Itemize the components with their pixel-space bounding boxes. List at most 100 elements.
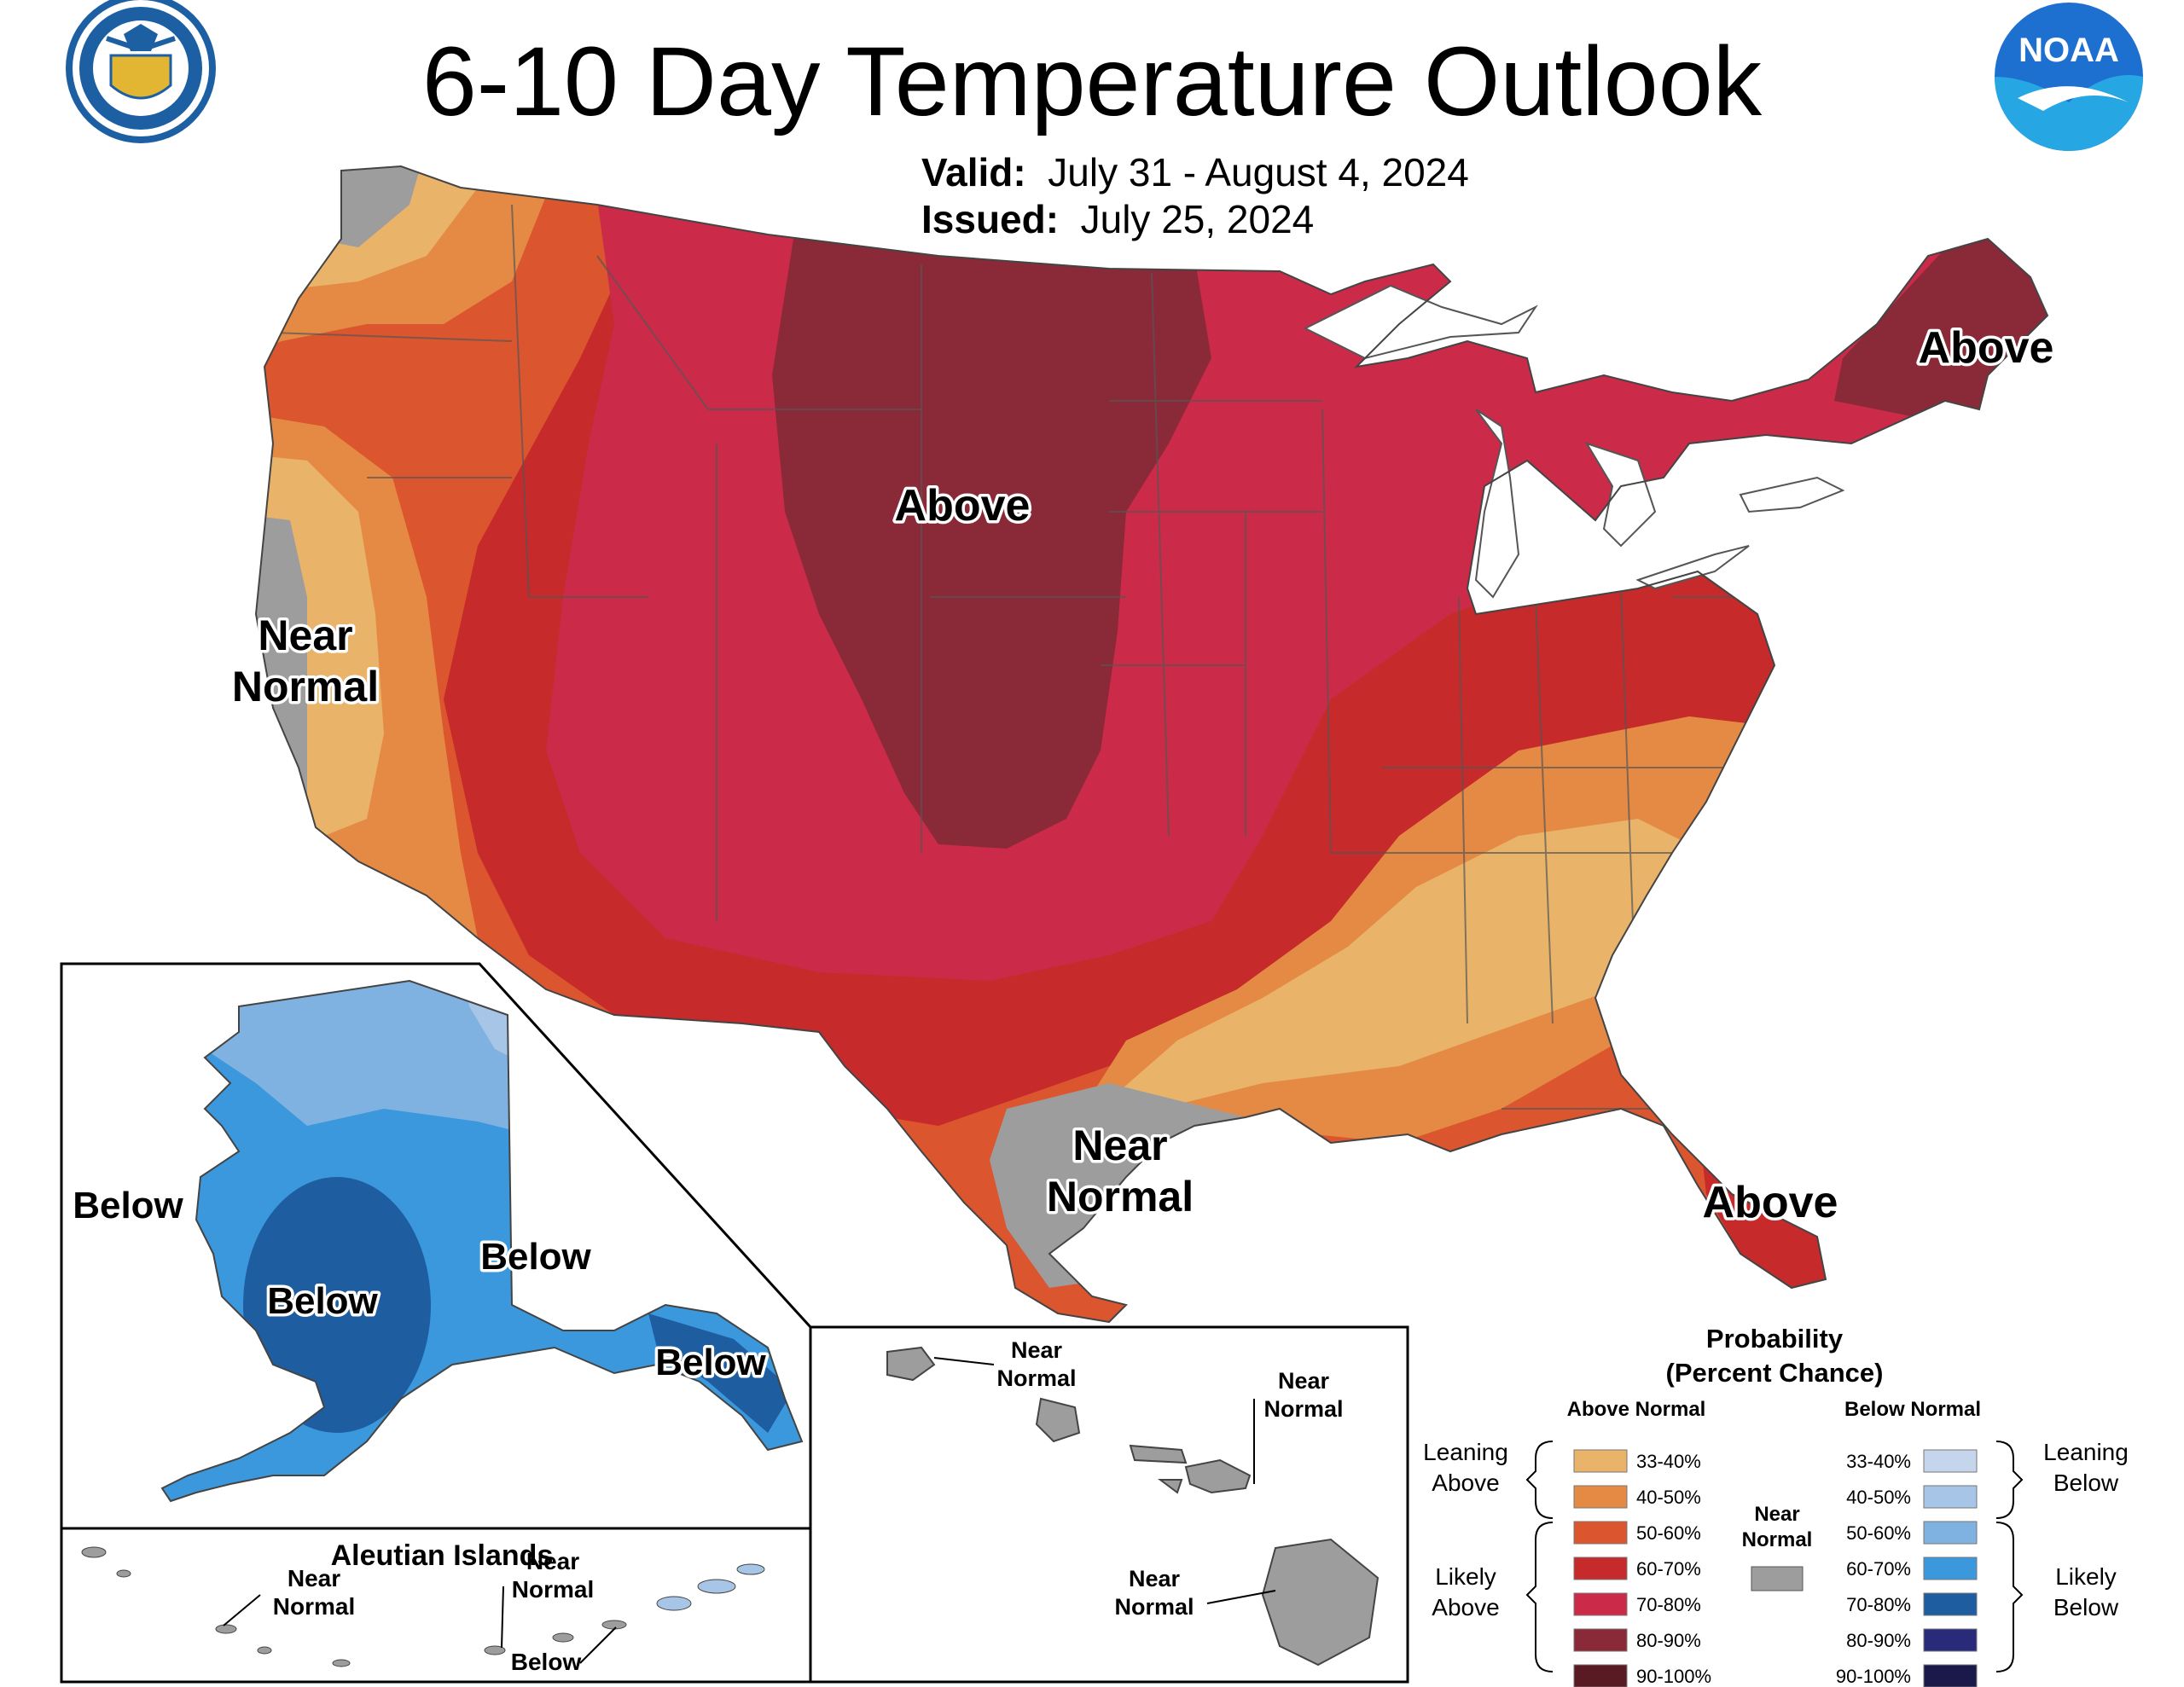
molokai-shape [1129, 1444, 1188, 1464]
valid-line: Valid: July 31 - August 4, 2024 [921, 149, 1469, 195]
legend-likely-above-1: Likely [1435, 1563, 1496, 1590]
ak-zone-below-50-60 [205, 981, 529, 1134]
zone-above-80-90 [772, 239, 1211, 849]
ak-zone-below-70-80-panhandle [648, 1313, 793, 1433]
issued-line: Issued: July 25, 2024 [921, 196, 1314, 242]
state-boundaries [272, 204, 1809, 1110]
legend-above-range-label-5: 80-90% [1636, 1630, 1701, 1651]
label-above-northeast: Above [1919, 323, 2054, 373]
legend-leaning-above-2: Above [1432, 1470, 1499, 1496]
valid-dates: July 31 - August 4, 2024 [1048, 150, 1469, 194]
legend-below-swatch-1 [1923, 1485, 1978, 1509]
legend-below-swatch-6 [1923, 1664, 1978, 1687]
lake-ontario [1739, 476, 1845, 513]
page-title: 6-10 Day Temperature Outlook [421, 27, 1763, 136]
legend-above-rows: 33-40% 40-50% 50-60% 60-70% 70-80% 80-90% 90-1… [1573, 1449, 1711, 1687]
lake-huron [1584, 442, 1657, 548]
big-island-shape [1261, 1538, 1380, 1667]
maui-shape [1184, 1458, 1252, 1494]
ak-label-below-interior: Below [267, 1280, 378, 1322]
hawaii-label-kauai-2: Normal [996, 1365, 1076, 1391]
commerce-seal-logo [66, 0, 216, 143]
legend-above-range-label-6: 90-100% [1636, 1666, 1711, 1687]
legend-leaning-below-1: Leaning [2043, 1439, 2129, 1465]
legend-above-swatch-5 [1573, 1628, 1628, 1652]
oahu-shape [1035, 1397, 1081, 1443]
legend-below-range-label-6: 90-100% [1836, 1666, 1911, 1687]
legend-above-range-label-4: 70-80% [1636, 1594, 1701, 1615]
lake-erie [1635, 545, 1750, 590]
hawaii-label-big-island-1: Near [1129, 1566, 1181, 1591]
legend: Probability (Percent Chance) Above Norma… [1423, 1324, 2129, 1687]
legend-above-range-label-0: 33-40% [1636, 1451, 1701, 1472]
hawaii-islands-shapes [886, 1346, 1380, 1667]
legend-braces [1525, 1441, 2024, 1673]
hawaii-label-kauai-1: Near [1011, 1337, 1063, 1363]
label-above-northern-plains: Above [895, 481, 1031, 530]
legend-above-swatch-3 [1573, 1557, 1628, 1580]
valid-label: Valid: [921, 150, 1026, 194]
legend-likely-below-2: Below [2053, 1594, 2119, 1620]
legend-above-swatch-1 [1573, 1485, 1628, 1509]
label-near-normal-texas-2: Normal [1047, 1173, 1194, 1220]
label-near-normal-california-2: Normal [232, 663, 379, 710]
lanai-shape [1158, 1479, 1183, 1494]
legend-leaning-above-1: Leaning [1423, 1439, 1508, 1465]
legend-title-2: (Percent Chance) [1666, 1358, 1884, 1388]
legend-below-range-label-5: 80-90% [1846, 1630, 1911, 1651]
legend-below-range-label-4: 70-80% [1846, 1594, 1911, 1615]
legend-below-range-label-3: 60-70% [1846, 1558, 1911, 1580]
legend-below-swatch-3 [1923, 1557, 1978, 1580]
legend-above-header: Above Normal [1567, 1398, 1706, 1421]
legend-near-normal-1: Near [1754, 1503, 1799, 1526]
legend-leaning-below-2: Below [2053, 1470, 2119, 1496]
legend-above-range-label-3: 60-70% [1636, 1558, 1701, 1580]
legend-above-swatch-0 [1573, 1449, 1628, 1473]
aleutian-label-near-normal-1b: Normal [273, 1593, 355, 1620]
legend-below-header: Below Normal [1844, 1398, 1981, 1421]
hawaii-label-maui-1: Near [1278, 1368, 1330, 1394]
aleutian-label-below: Below [511, 1649, 582, 1675]
lake-michigan [1474, 409, 1520, 599]
alaska-outline [160, 979, 804, 1503]
ak-zone-below-70-80-west [243, 1177, 431, 1433]
legend-likely-above-2: Above [1432, 1594, 1499, 1620]
legend-likely-below-1: Likely [2055, 1563, 2117, 1590]
zone-above-80-90-northeast [1834, 222, 2048, 418]
legend-below-swatch-0 [1923, 1449, 1978, 1473]
zone-above-33-40-southeast [1109, 819, 1715, 1109]
kauai-shape [886, 1346, 936, 1382]
legend-below-swatch-5 [1923, 1628, 1978, 1652]
aleutian-label-near-normal-2a: Near [526, 1548, 579, 1574]
ak-label-below-panhandle: Below [655, 1342, 766, 1383]
legend-below-rows: 33-40% 40-50% 50-60% 60-70% 70-80% 80-90% 90-1… [1836, 1449, 1978, 1687]
aleutian-title: Aleutian Islands [331, 1539, 554, 1572]
legend-below-range-label-1: 40-50% [1846, 1487, 1911, 1508]
issued-label: Issued: [921, 197, 1060, 241]
legend-below-swatch-4 [1923, 1592, 1978, 1616]
legend-below-range-label-0: 33-40% [1846, 1451, 1911, 1472]
aleutian-islands-shapes [81, 1546, 627, 1667]
label-above-florida: Above [1703, 1178, 1838, 1227]
aleutian-leader-lines [223, 1586, 617, 1664]
hawaii-label-big-island-2: Normal [1114, 1594, 1194, 1620]
ak-label-below-east: Below [480, 1236, 591, 1278]
noaa-logo: NOAA [1995, 3, 2143, 151]
noaa-logo-text: NOAA [2018, 32, 2119, 69]
ak-label-below-west: Below [73, 1185, 183, 1226]
lake-superior [1303, 284, 1538, 360]
aleutian-label-near-normal-2b: Normal [512, 1576, 594, 1603]
legend-title-1: Probability [1706, 1324, 1844, 1354]
hawaii-leader-lines [933, 1357, 1276, 1604]
legend-near-normal-2: Normal [1742, 1528, 1813, 1551]
legend-below-swatch-2 [1923, 1521, 1978, 1545]
aleutian-label-near-normal-1a: Near [288, 1565, 340, 1591]
legend-above-range-label-2: 50-60% [1636, 1522, 1701, 1544]
label-near-normal-texas-1: Near [1072, 1122, 1167, 1169]
hawaii-label-maui-2: Normal [1263, 1396, 1343, 1422]
legend-above-swatch-6 [1573, 1664, 1628, 1687]
legend-near-normal-swatch [1751, 1566, 1804, 1591]
legend-below-range-label-2: 50-60% [1846, 1522, 1911, 1544]
